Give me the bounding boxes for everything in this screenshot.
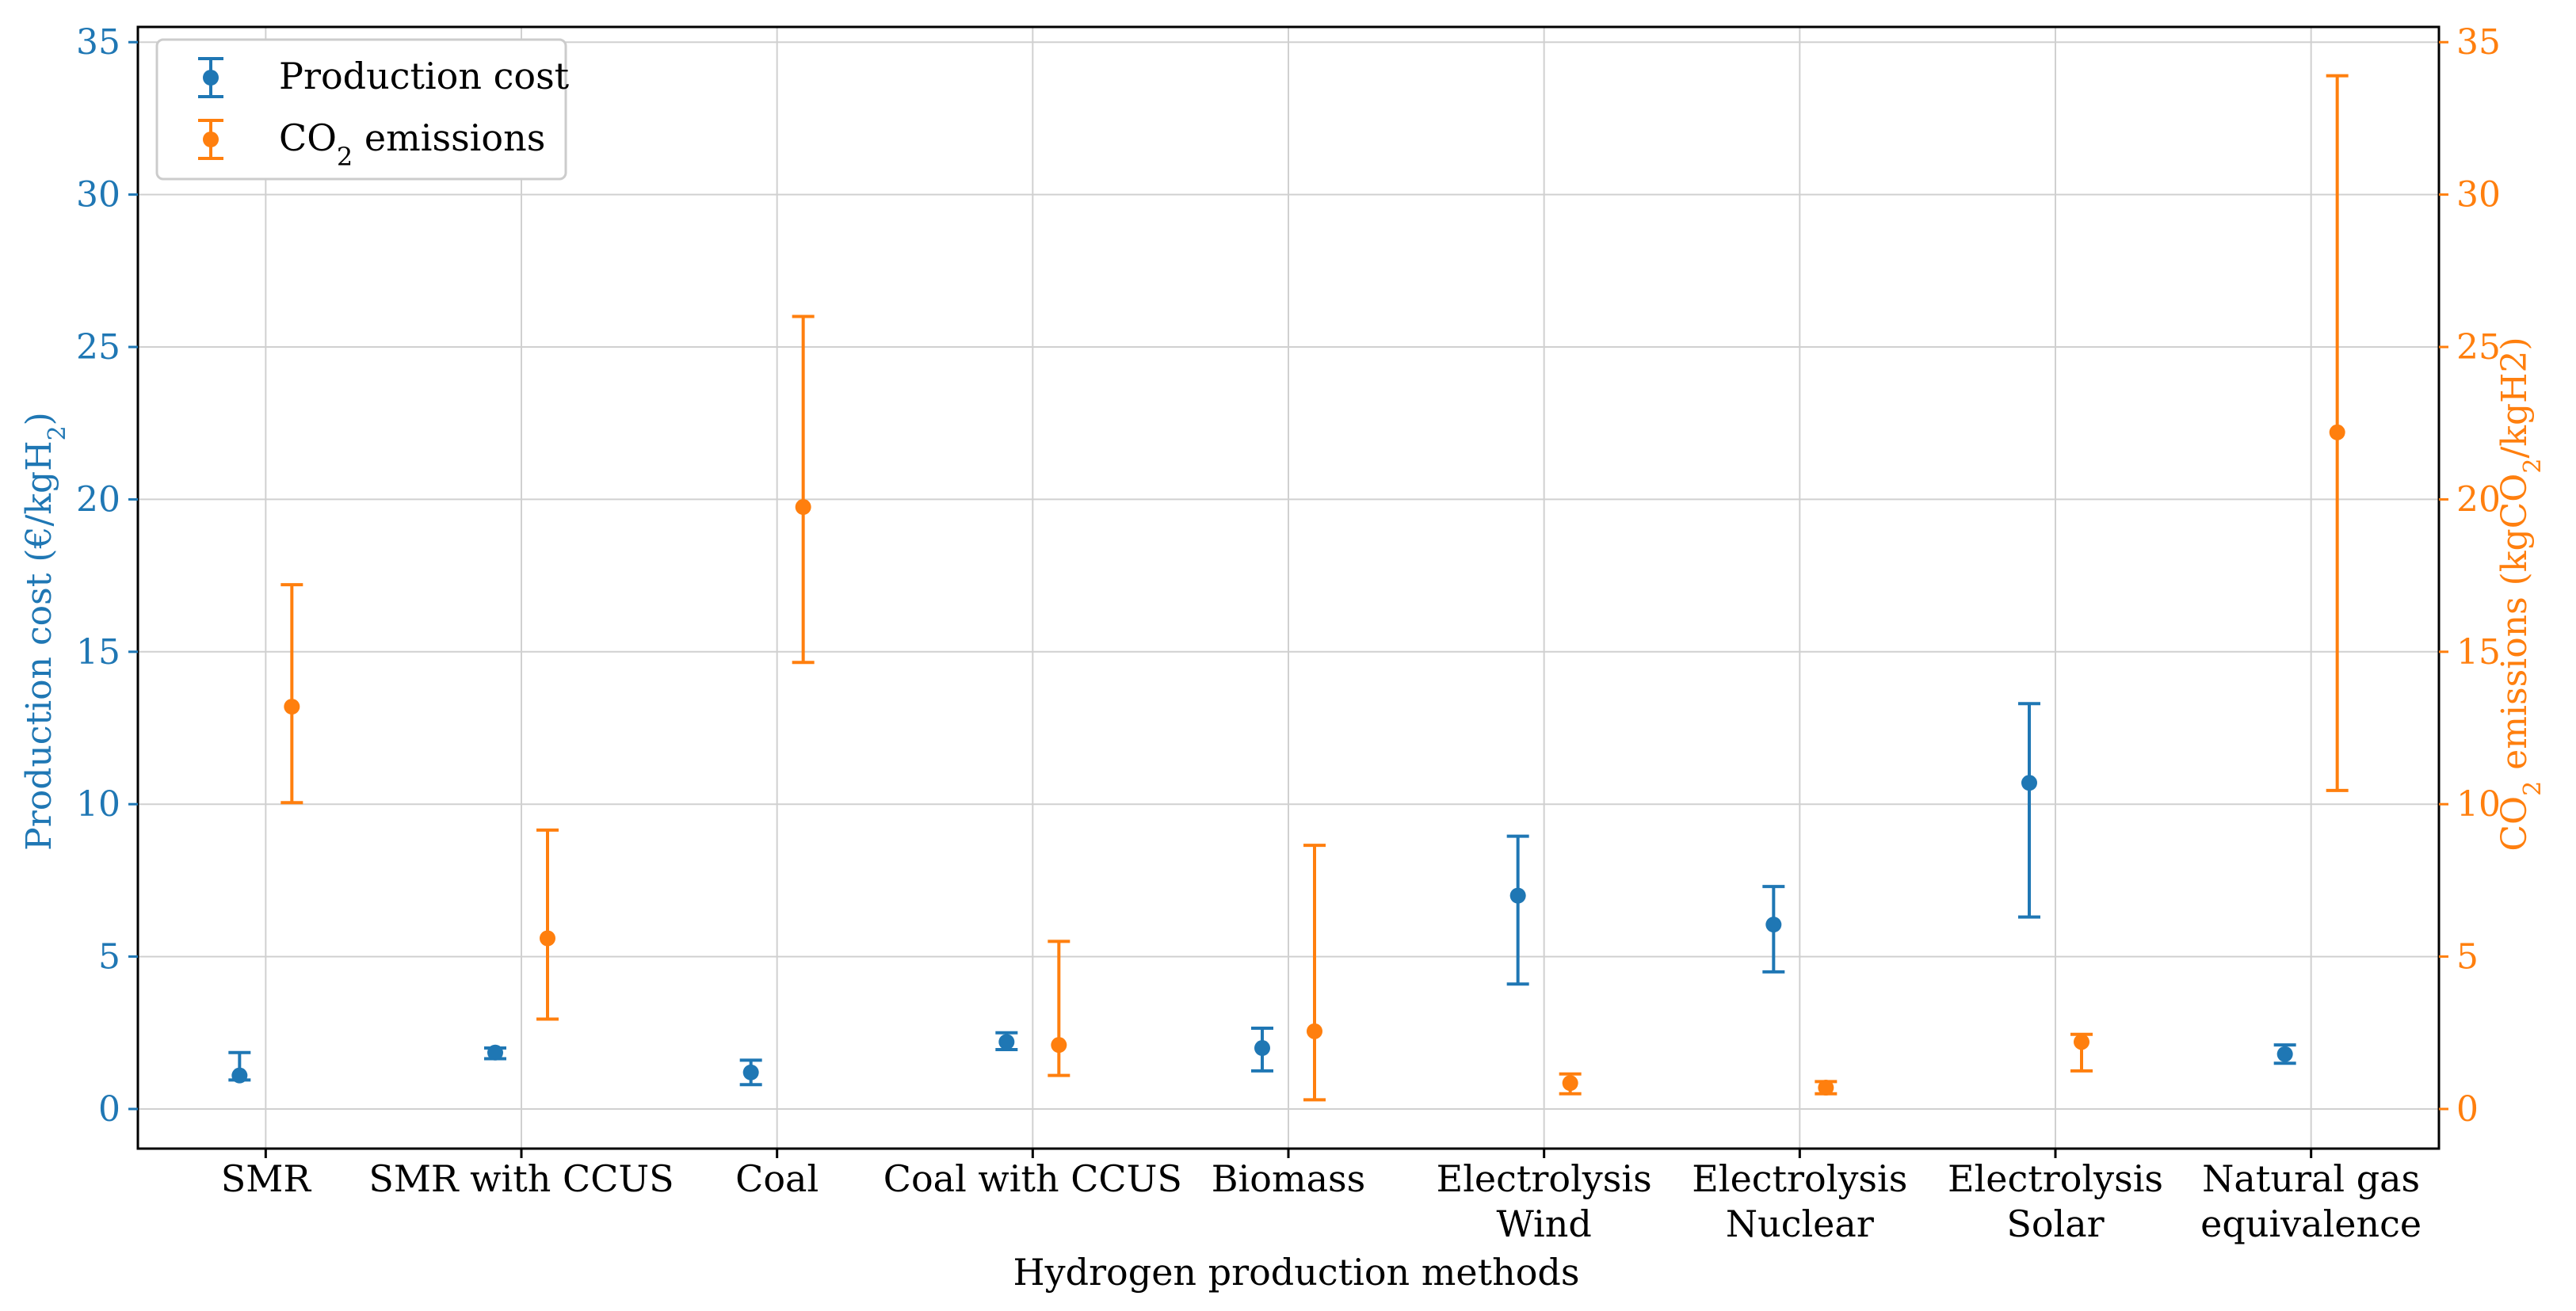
legend-marker-co2-emissions bbox=[198, 119, 223, 160]
emissions-errorbar-0 bbox=[280, 583, 303, 805]
emissions-point-0 bbox=[284, 699, 300, 715]
y-axis-right-label: CO2 emissions (kgCO2/kgH2) bbox=[2494, 337, 2547, 851]
cost-point-7 bbox=[2021, 775, 2037, 791]
x-tick-label-8-0: Natural gas bbox=[2202, 1157, 2420, 1200]
cost-errorbar-3 bbox=[995, 1031, 1018, 1051]
emissions-errorbar-4 bbox=[1303, 844, 1326, 1102]
y-left-tick-label-30: 30 bbox=[76, 175, 120, 215]
emissions-errorbar-3 bbox=[1048, 939, 1070, 1077]
x-tick-label-1-0: SMR with CCUS bbox=[368, 1157, 674, 1200]
legend: Production cost CO2 emissions bbox=[155, 38, 570, 181]
x-tick-label-2-0: Coal bbox=[735, 1157, 819, 1200]
x-tick-label-8-1: equivalence bbox=[2200, 1202, 2421, 1245]
marks-layer bbox=[228, 74, 2349, 1102]
x-tick-label-7-1: Solar bbox=[2006, 1202, 2104, 1245]
x-tick-label-5-0: Electrolysis bbox=[1437, 1157, 1652, 1200]
x-tick-label-6-1: Nuclear bbox=[1726, 1202, 1874, 1245]
emissions-errorbar-8 bbox=[2326, 74, 2349, 792]
cost-point-4 bbox=[1254, 1040, 1270, 1057]
y-left-tick-label-10: 10 bbox=[76, 784, 120, 825]
legend-label-production-cost: Production cost bbox=[279, 55, 570, 97]
cost-point-6 bbox=[1765, 917, 1782, 933]
emissions-point-5 bbox=[1562, 1075, 1578, 1092]
emissions-errorbar-1 bbox=[536, 828, 559, 1021]
y-right-tick-label-5: 5 bbox=[2456, 937, 2479, 978]
emissions-point-6 bbox=[1818, 1080, 1834, 1096]
axes-layer: 0 5 10 15 20 25 30 35 0 5 10 15 20 25 30 35 SMR SMR with … bbox=[76, 22, 2501, 1245]
cost-point-3 bbox=[998, 1034, 1015, 1050]
legend-marker-production-cost bbox=[198, 57, 223, 98]
y-right-tick-label-35: 35 bbox=[2456, 22, 2501, 63]
legend-box bbox=[155, 38, 567, 181]
y-left-tick-label-25: 25 bbox=[76, 327, 120, 368]
cost-point-5 bbox=[1509, 887, 1526, 904]
cost-errorbar-6 bbox=[1762, 885, 1785, 974]
cost-errorbar-4 bbox=[1251, 1027, 1273, 1073]
y-right-tick-label-15: 15 bbox=[2456, 632, 2501, 673]
cost-point-2 bbox=[742, 1064, 759, 1080]
x-tick-label-7-0: Electrolysis bbox=[1948, 1157, 2163, 1200]
y-axis-left-label: Production cost (€/kgH2) bbox=[19, 412, 71, 851]
cost-errorbar-2 bbox=[739, 1058, 762, 1087]
emissions-point-3 bbox=[1051, 1037, 1067, 1054]
emissions-point-8 bbox=[2329, 424, 2345, 440]
y-right-tick-label-30: 30 bbox=[2456, 175, 2501, 215]
y-left-tick-label-35: 35 bbox=[76, 22, 120, 63]
y-left-tick-label-0: 0 bbox=[98, 1089, 120, 1130]
cost-point-0 bbox=[231, 1067, 248, 1084]
y-right-tick-label-10: 10 bbox=[2456, 784, 2501, 825]
emissions-point-1 bbox=[540, 930, 555, 947]
cost-point-8 bbox=[2276, 1046, 2293, 1062]
y-right-tick-label-0: 0 bbox=[2456, 1089, 2479, 1130]
cost-errorbar-1 bbox=[484, 1044, 506, 1061]
emissions-point-4 bbox=[1307, 1023, 1322, 1039]
y-left-tick-label-5: 5 bbox=[98, 937, 120, 978]
emissions-point-2 bbox=[795, 499, 811, 516]
emissions-errorbar-6 bbox=[1815, 1080, 1838, 1096]
emissions-errorbar-7 bbox=[2070, 1032, 2093, 1073]
emissions-point-7 bbox=[2074, 1034, 2089, 1050]
cost-point-1 bbox=[487, 1044, 503, 1061]
y-right-tick-label-25: 25 bbox=[2456, 327, 2501, 368]
grid-layer bbox=[138, 27, 2439, 1149]
cost-errorbar-8 bbox=[2273, 1043, 2296, 1065]
x-tick-label-0-0: SMR bbox=[221, 1157, 312, 1200]
x-axis-label: Hydrogen production methods bbox=[1013, 1251, 1580, 1294]
y-left-tick-label-15: 15 bbox=[76, 632, 120, 673]
emissions-errorbar-5 bbox=[1559, 1072, 1582, 1096]
x-tick-label-4-0: Biomass bbox=[1212, 1157, 1365, 1200]
y-right-tick-label-20: 20 bbox=[2456, 479, 2501, 520]
x-tick-label-5-1: Wind bbox=[1497, 1202, 1592, 1245]
emissions-errorbar-2 bbox=[792, 314, 815, 665]
cost-errorbar-5 bbox=[1506, 834, 1529, 986]
x-tick-label-3-0: Coal with CCUS bbox=[883, 1157, 1182, 1200]
cost-errorbar-0 bbox=[228, 1050, 251, 1084]
y-left-tick-label-20: 20 bbox=[76, 479, 120, 520]
x-tick-label-6-0: Electrolysis bbox=[1692, 1157, 1907, 1200]
cost-errorbar-7 bbox=[2018, 702, 2040, 919]
legend-label-co2-emissions: CO2 emissions bbox=[279, 116, 545, 172]
